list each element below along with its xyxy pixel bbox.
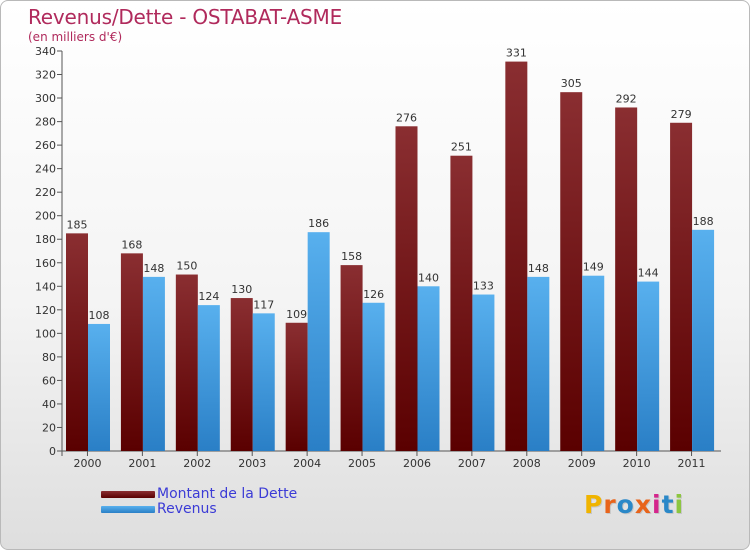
logo-letter: r: [603, 490, 617, 519]
data-label-dette: 251: [451, 141, 472, 154]
data-label-revenus: 148: [143, 262, 164, 275]
bar-dette: [66, 233, 88, 451]
x-tick-label: 2003: [238, 457, 266, 470]
data-label-revenus: 148: [528, 262, 549, 275]
bar-dette: [230, 298, 253, 451]
legend-label-revenus: Revenus: [157, 501, 217, 517]
y-tick-label: 20: [42, 421, 56, 434]
y-tick-label: 240: [35, 163, 56, 176]
bar-dette: [450, 155, 473, 452]
x-tick-label: 2006: [403, 457, 431, 470]
logo-letter: x: [634, 490, 652, 519]
bar-dette: [395, 126, 418, 451]
y-tick-label: 260: [35, 139, 56, 152]
data-label-revenus: 108: [89, 309, 110, 322]
y-tick-label: 80: [42, 351, 56, 364]
data-label-dette: 331: [506, 47, 527, 60]
bar-revenus: [472, 294, 495, 451]
data-label-dette: 150: [176, 260, 197, 273]
chart-subtitle: (en milliers d'€): [28, 30, 123, 44]
y-tick-label: 100: [35, 327, 56, 340]
legend-swatch-dette: [101, 491, 155, 498]
bar-dette: [340, 265, 363, 451]
bar-revenus: [88, 323, 110, 451]
logo-letter: i: [674, 490, 685, 519]
proxiti-logo: Proxiti: [584, 490, 684, 519]
logo-letter: o: [616, 490, 635, 519]
bar-revenus: [527, 276, 550, 451]
data-label-dette: 109: [286, 308, 307, 321]
x-tick-label: 2010: [623, 457, 651, 470]
bar-revenus: [692, 229, 715, 451]
data-label-dette: 276: [396, 111, 417, 124]
data-label-dette: 168: [121, 238, 142, 251]
data-label-dette: 305: [561, 77, 582, 90]
legend-item-revenus: Revenus: [101, 502, 297, 517]
data-label-revenus: 133: [473, 280, 494, 293]
data-label-revenus: 188: [693, 215, 714, 228]
x-tick-label: 2000: [73, 457, 101, 470]
bar-dette: [615, 107, 638, 452]
y-tick-label: 40: [42, 398, 56, 411]
bar-revenus: [307, 232, 330, 451]
data-label-dette: 292: [616, 92, 637, 105]
legend-item-dette: Montant de la Dette: [101, 487, 297, 502]
y-tick-label: 60: [42, 374, 56, 387]
y-tick-label: 120: [35, 304, 56, 317]
x-tick-label: 2005: [348, 457, 376, 470]
legend-swatch-revenus: [101, 506, 155, 513]
bar-revenus: [252, 313, 275, 451]
y-tick-label: 140: [35, 280, 56, 293]
bar-dette: [285, 322, 308, 451]
x-tick-label: 2008: [513, 457, 541, 470]
data-label-revenus: 117: [253, 298, 274, 311]
bar-dette: [120, 253, 143, 451]
logo-letter: i: [652, 490, 662, 519]
x-tick-label: 2007: [458, 457, 486, 470]
y-tick-label: 300: [35, 92, 56, 105]
y-tick-label: 320: [35, 69, 56, 82]
bar-revenus: [637, 281, 660, 451]
x-tick-label: 2004: [293, 457, 321, 470]
y-tick-label: 0: [49, 445, 56, 458]
data-label-revenus: 186: [308, 217, 329, 230]
x-tick-label: 2001: [128, 457, 156, 470]
bar-dette: [670, 122, 693, 451]
data-label-dette: 158: [341, 250, 362, 263]
bar-revenus: [582, 275, 605, 451]
data-label-revenus: 149: [583, 261, 604, 274]
data-label-revenus: 126: [363, 288, 384, 301]
x-tick-label: 2002: [183, 457, 211, 470]
bar-dette: [175, 274, 198, 451]
data-label-dette: 185: [67, 218, 88, 231]
logo-letter: t: [661, 490, 675, 519]
x-tick-label: 2009: [568, 457, 596, 470]
data-label-revenus: 124: [198, 290, 219, 303]
bar-revenus: [417, 286, 440, 451]
y-tick-label: 160: [35, 257, 56, 270]
chart-title: Revenus/Dette - OSTABAT-ASME: [28, 5, 343, 29]
bar-revenus: [197, 305, 220, 451]
data-label-revenus: 144: [638, 267, 659, 280]
legend: Montant de la Dette Revenus: [101, 487, 297, 517]
y-tick-label: 220: [35, 186, 56, 199]
data-label-dette: 130: [231, 283, 252, 296]
bar-revenus: [142, 276, 165, 451]
logo-letter: P: [584, 490, 604, 519]
y-tick-label: 180: [35, 233, 56, 246]
axes: 0 20 40 60 80 100 120 140 160 180 200 220 240 260 280 3…: [35, 45, 721, 470]
bar-dette: [505, 61, 528, 452]
x-tick-label: 2011: [678, 457, 706, 470]
legend-label-dette: Montant de la Dette: [157, 486, 298, 502]
y-tick-label: 340: [35, 45, 56, 58]
y-tick-label: 280: [35, 116, 56, 129]
y-tick-label: 200: [35, 210, 56, 223]
bar-revenus: [362, 302, 385, 451]
data-label-dette: 279: [671, 108, 692, 121]
bar-dette: [560, 92, 583, 452]
data-label-revenus: 140: [418, 271, 439, 284]
